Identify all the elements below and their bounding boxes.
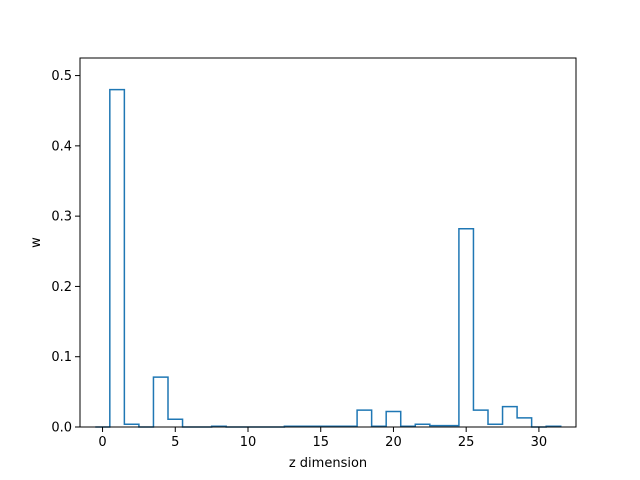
y-tick-label: 0.1 [51, 350, 72, 365]
y-tick-label: 0.2 [51, 280, 72, 295]
x-tick-label: 0 [98, 435, 106, 450]
x-tick-label: 10 [240, 435, 257, 450]
series-line-0 [95, 88, 562, 428]
plot-area [80, 58, 576, 427]
y-tick-label: 0.4 [51, 139, 72, 154]
x-tick-label: 30 [531, 435, 548, 450]
x-axis: 0 5 10 15 20 25 30 [98, 427, 547, 450]
y-axis: 0.0 0.1 0.2 0.3 0.4 0.5 [51, 69, 80, 436]
y-tick-label: 0.0 [51, 421, 72, 436]
y-tick-label: 0.5 [51, 69, 72, 84]
x-axis-label: z dimension [289, 456, 367, 471]
x-tick-label: 20 [385, 435, 402, 450]
y-axis-label: w [29, 237, 44, 248]
x-tick-label: 5 [171, 435, 179, 450]
x-tick-label: 25 [458, 435, 475, 450]
x-tick-label: 15 [312, 435, 329, 450]
series-layer [95, 88, 562, 428]
y-tick-label: 0.3 [51, 210, 72, 225]
plot-frame [79, 57, 577, 428]
